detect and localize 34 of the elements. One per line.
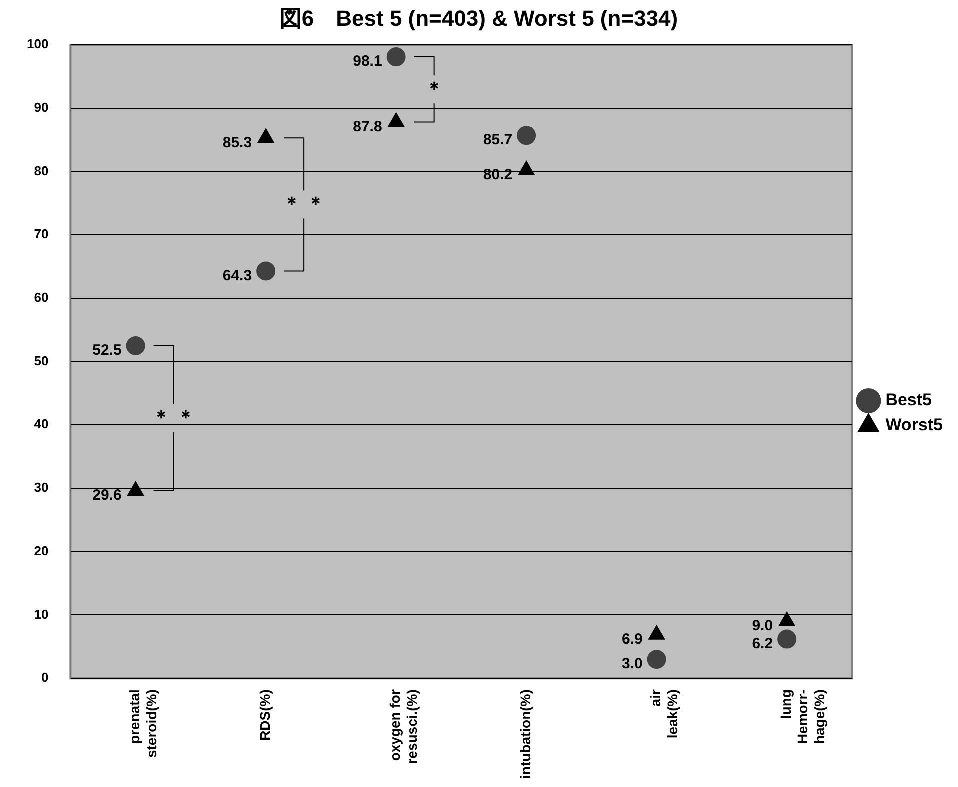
y-tick-label: 50 (34, 353, 49, 368)
data-label: 29.6 (92, 487, 122, 504)
x-tick-label: oxygen for resusci.(%) (387, 689, 420, 764)
x-tick-label: intubation(%) (517, 690, 534, 779)
data-label: 3.0 (622, 656, 643, 673)
x-tick-label: air leak(%) (648, 689, 680, 739)
data-label: 98.1 (353, 53, 382, 70)
legend-label: Worst5 (886, 416, 944, 435)
data-label: 64.3 (222, 267, 252, 284)
data-label: 9.0 (752, 618, 774, 635)
y-tick-label: 100 (26, 36, 49, 52)
legend-label: Best5 (886, 390, 932, 410)
y-tick-label: 40 (34, 416, 49, 432)
data-label: 85.3 (222, 134, 252, 152)
y-tick-label: 0 (41, 670, 49, 686)
annotation: ＊ ＊ (282, 193, 326, 214)
annotation: ＊ (425, 78, 444, 100)
data-label: 87.8 (353, 118, 382, 136)
x-tick-label: RDS(%) (256, 690, 273, 741)
x-tick-label: lung Hemorr- hage(%) (778, 689, 828, 744)
y-tick-label: 80 (34, 163, 49, 178)
y-tick-label: 60 (34, 290, 49, 306)
y-tick-label: 70 (34, 226, 49, 242)
annotation: ＊ ＊ (152, 407, 195, 428)
data-label: 52.5 (92, 342, 122, 360)
y-tick-label: 20 (34, 543, 49, 558)
y-tick-label: 30 (34, 480, 49, 496)
y-tick-label: 10 (34, 606, 49, 622)
x-tick-label: prenatal steroid(%) (126, 690, 160, 758)
chart-title: 図6 Best 5 (n=403) & Worst 5 (n=334) (278, 5, 680, 33)
data-label: 6.9 (622, 631, 643, 648)
data-label: 6.2 (752, 635, 774, 652)
y-tick-label: 90 (34, 100, 49, 115)
data-label: 85.7 (483, 132, 513, 149)
